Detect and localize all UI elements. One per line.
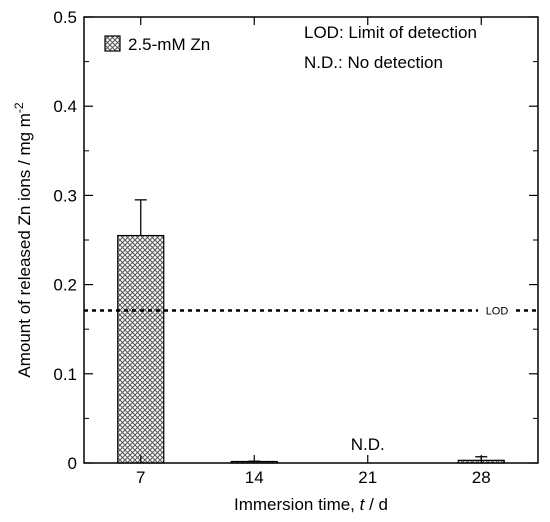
legend-label-2.5mm-zn: 2.5-mM Zn (128, 35, 210, 54)
x-tick-label: 21 (358, 468, 377, 487)
reference-line-layer: LOD (84, 302, 538, 319)
bar-7 (117, 234, 165, 464)
y-tick-label: 0.3 (53, 186, 77, 205)
y-axis: 0 0.1 0.2 0.3 0.4 0.5 (53, 8, 538, 473)
bars-layer (117, 234, 505, 464)
x-axis-title: Immersion time, t / d (234, 495, 388, 514)
error-bars-layer (134, 199, 488, 462)
y-axis-title-superscript: -2 (12, 102, 26, 113)
y-axis-title: Amount of released Zn ions / mg m-2 (12, 102, 34, 378)
note-lod-definition: LOD: Limit of detection (304, 23, 477, 42)
y-tick-label: 0.4 (53, 97, 77, 116)
y-tick-label: 0.1 (53, 365, 77, 384)
y-tick-label: 0.2 (53, 276, 77, 295)
y-tick-label: 0.5 (53, 8, 77, 27)
x-tick-label: 14 (245, 468, 264, 487)
x-tick-label: 28 (472, 468, 491, 487)
x-axis: 7 14 21 28 (136, 17, 491, 487)
note-nd-definition: N.D.: No detection (304, 53, 443, 72)
y-tick-label: 0 (68, 454, 77, 473)
legend-swatch-2.5mm-zn (104, 35, 121, 52)
annotation-nd: N.D. (351, 435, 385, 454)
x-tick-label: 7 (136, 468, 145, 487)
x-axis-title-variable: t (360, 495, 366, 514)
annotations-layer: N.D. (351, 435, 385, 454)
legend: 2.5-mM Zn (104, 35, 210, 54)
notes-block: LOD: Limit of detection N.D.: No detecti… (304, 23, 477, 72)
lod-label-background (478, 302, 516, 319)
lod-label: LOD (486, 305, 509, 317)
